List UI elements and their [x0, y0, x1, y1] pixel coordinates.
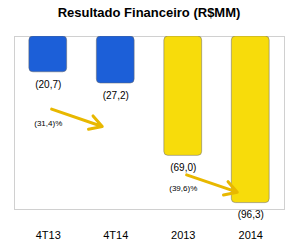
svg-text:(96,3): (96,3) [238, 209, 264, 220]
svg-text:(27,2): (27,2) [103, 90, 129, 101]
svg-text:(20,7): (20,7) [35, 79, 61, 90]
svg-text:(39,6)%: (39,6)% [169, 184, 197, 193]
svg-text:4T14: 4T14 [103, 229, 128, 241]
svg-text:4T13: 4T13 [36, 229, 61, 241]
svg-text:(31,4)%: (31,4)% [34, 119, 62, 128]
svg-text:2014: 2014 [239, 229, 263, 241]
svg-text:2013: 2013 [171, 229, 195, 241]
svg-text:(69,0): (69,0) [170, 162, 196, 173]
html-text:Resultado Financeiro (R$MM): Resultado Financeiro (R$MM) [57, 5, 241, 20]
